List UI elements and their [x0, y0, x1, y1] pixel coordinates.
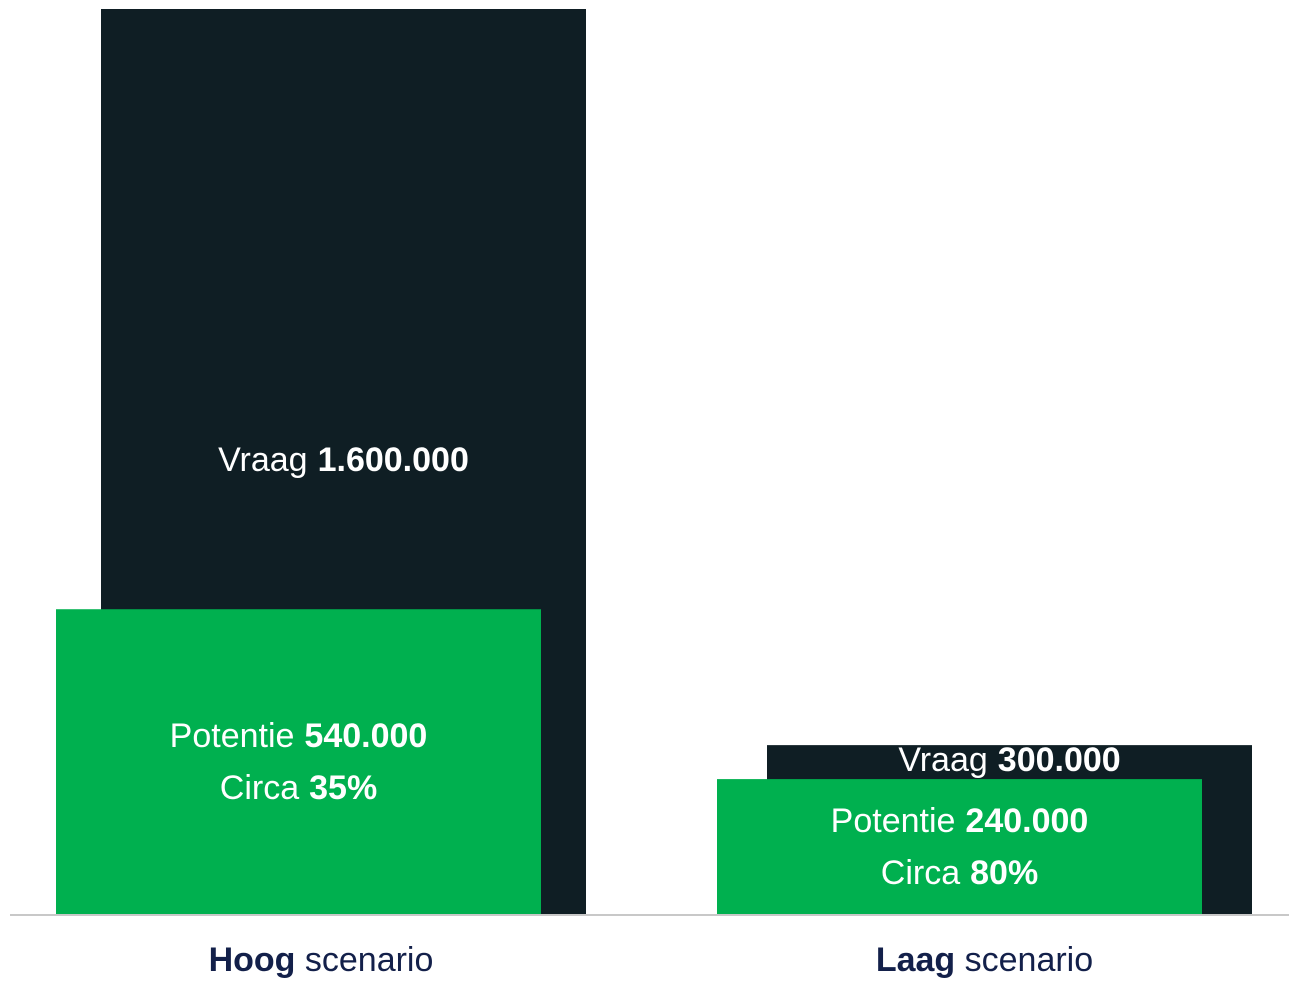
category-rest: scenario: [955, 941, 1093, 979]
series-name: Potentie: [831, 802, 956, 840]
value-label: 540.000: [304, 717, 427, 755]
data-label: Vraag 1.600.000: [218, 441, 469, 479]
value-label: 1.600.000: [318, 441, 469, 479]
x-tick-label: Laag scenario: [876, 941, 1093, 979]
share-name: Circa: [881, 854, 960, 892]
bar: [56, 609, 541, 915]
share-value: 80%: [970, 854, 1038, 892]
share-value: 35%: [309, 769, 377, 807]
value-label: 240.000: [965, 802, 1088, 840]
x-tick-label: Hoog scenario: [209, 941, 434, 979]
value-label: 300.000: [998, 741, 1121, 779]
data-label: Potentie 540.000: [170, 717, 428, 755]
series-name: Potentie: [170, 717, 295, 755]
series-name: Vraag: [218, 441, 307, 479]
share-label: Circa 35%: [220, 769, 377, 807]
series-name: Vraag: [898, 741, 987, 779]
data-label: Vraag 300.000: [898, 741, 1120, 779]
share-label: Circa 80%: [881, 854, 1038, 892]
data-label: Potentie 240.000: [831, 802, 1089, 840]
bar: [717, 779, 1202, 915]
category-rest: scenario: [295, 941, 433, 979]
category-bold: Laag: [876, 941, 955, 979]
share-name: Circa: [220, 769, 299, 807]
category-bold: Hoog: [209, 941, 296, 979]
